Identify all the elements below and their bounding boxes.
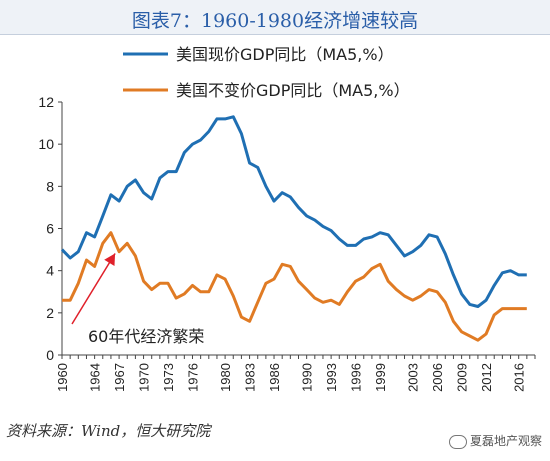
chart-axes: 0 2 4 6 8 10 12 1960 1964 1967 1970 1973 1976 1980 198… — [38, 94, 536, 392]
x-tick-label: 1973 — [161, 363, 176, 392]
chart-legend: 美国现价GDP同比（MA5,%） 美国不变价GDP同比（MA5,%） — [123, 45, 410, 100]
x-tick-label: 1967 — [112, 363, 127, 392]
series-layer — [60, 115, 527, 342]
x-tick-label: 1993 — [324, 363, 339, 392]
y-tick-label: 0 — [46, 347, 54, 363]
legend-label-2: 美国不变价GDP同比（MA5,%） — [176, 81, 410, 100]
y-tick-label: 8 — [46, 178, 54, 194]
watermark: 夏磊地产观察 — [448, 432, 542, 449]
x-tick-label: 1976 — [185, 363, 200, 392]
legend-label-1: 美国现价GDP同比（MA5,%） — [176, 45, 394, 64]
watermark-text: 夏磊地产观察 — [469, 434, 542, 448]
series-line-1 — [60, 115, 527, 308]
x-tick-label: 2016 — [512, 363, 527, 392]
annotation-text: 60年代经济繁荣 — [88, 327, 204, 346]
x-tick-label: 1999 — [373, 363, 388, 392]
y-tick-label: 6 — [46, 221, 54, 237]
x-tick-label: 2003 — [406, 363, 421, 392]
annotation-layer: 60年代经济繁荣 — [71, 253, 204, 346]
x-tick-label: 1986 — [267, 363, 282, 392]
line-chart: 美国现价GDP同比（MA5,%） 美国不变价GDP同比（MA5,%） 0 2 4 6 8 1… — [38, 45, 536, 392]
x-tick-label: 2009 — [455, 363, 470, 392]
chart-title: 图表7：1960-1980经济增速较高 — [131, 10, 419, 32]
y-tick-label: 4 — [46, 263, 54, 279]
x-tick-label: 1964 — [88, 363, 103, 392]
series-line-2 — [62, 231, 527, 342]
x-tick-label: 1980 — [218, 363, 233, 392]
y-tick-label: 2 — [46, 305, 54, 321]
y-tick-label: 12 — [38, 94, 54, 110]
x-tick-label: 2006 — [430, 363, 445, 392]
y-tick-label: 10 — [38, 136, 54, 152]
x-tick-label: 1970 — [137, 363, 152, 392]
title-bar: 图表7：1960-1980经济增速较高 — [0, 0, 550, 35]
x-tick-label: 1990 — [300, 363, 315, 392]
annotation-arrow-head — [104, 253, 116, 266]
annotation-arrow-line — [71, 253, 116, 325]
x-tick-label: 2012 — [479, 363, 494, 392]
x-tick-label: 1983 — [243, 363, 258, 392]
x-tick-label: 1996 — [349, 363, 364, 392]
x-tick-label: 1960 — [55, 363, 70, 392]
wechat-icon — [448, 434, 467, 449]
source-note: 资料来源：Wind，恒大研究院 — [6, 422, 211, 440]
